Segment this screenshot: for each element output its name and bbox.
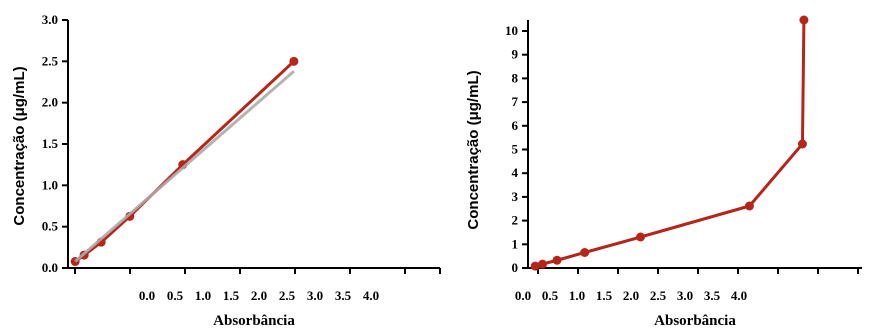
y-tick-label: 5	[512, 142, 519, 157]
data-point	[744, 201, 754, 211]
y-tick-label: 0.5	[42, 219, 59, 234]
data-point	[530, 261, 540, 271]
x-tick-label: 2.0	[623, 288, 639, 303]
x-tick-label: 0.0	[139, 288, 155, 303]
y-axis-title-right: Concentração (μg/mL)	[465, 70, 482, 229]
x-ticks-left: 0.0 0.5 1.0 1.5 2.0 2.5 3.0 3.5 4.0	[74, 268, 441, 303]
x-tick-label: 3.5	[335, 288, 352, 303]
x-tick-label: 4.0	[731, 288, 747, 303]
y-tick-label: 10	[505, 23, 518, 38]
x-tick-label: 4.0	[363, 288, 379, 303]
y-tick-label: 7	[512, 94, 519, 109]
y-tick-label: 6	[512, 118, 519, 133]
y-tick-label: 3.0	[42, 12, 58, 27]
x-tick-label: 1.0	[195, 288, 211, 303]
y-tick-label: 1.5	[42, 136, 59, 151]
y-axis-title-left: Concentração (μg/mL)	[11, 66, 28, 225]
x-tick-label: 1.5	[223, 288, 240, 303]
y-tick-label: 9	[512, 47, 519, 62]
y-tick-label: 2.0	[42, 95, 58, 110]
x-ticks-right: 0.0 0.5 1.0 1.5 2.0 2.5 3.0 3.5 4.0	[515, 268, 859, 303]
y-tick-label: 8	[512, 70, 519, 85]
y-tick-label: 2.5	[42, 53, 59, 68]
series-line	[534, 19, 806, 268]
x-tick-label: 1.0	[569, 288, 585, 303]
series-right	[530, 15, 809, 271]
data-point	[552, 255, 562, 265]
fit-line	[74, 70, 295, 263]
x-axis-title-left: Absorbância	[213, 313, 295, 329]
y-tick-label: 0	[512, 260, 519, 275]
x-tick-label: 3.0	[307, 288, 323, 303]
series-left	[70, 56, 299, 267]
x-tick-label: 2.5	[279, 288, 296, 303]
data-point	[797, 139, 807, 149]
x-tick-label: 3.5	[704, 288, 721, 303]
data-point	[636, 232, 646, 242]
data-point	[799, 15, 809, 25]
y-tick-label: 1.0	[42, 177, 58, 192]
x-axis-title-right: Absorbância	[654, 313, 736, 329]
y-tick-label: 1	[512, 236, 519, 251]
x-tick-label: 2.5	[650, 288, 667, 303]
x-tick-label: 0.5	[542, 288, 559, 303]
y-ticks-left: 0.0 0.5 1.0 1.5 2.0 2.5 3.0	[42, 12, 68, 275]
x-tick-label: 1.5	[596, 288, 613, 303]
data-point	[289, 56, 299, 66]
chart-left: Concentração (μg/mL) Absorbância 0.0 0.5 1…	[11, 12, 441, 329]
data-point	[580, 248, 590, 257]
x-tick-label: 0.0	[515, 288, 531, 303]
data-point	[538, 259, 548, 269]
x-tick-label: 2.0	[251, 288, 267, 303]
y-ticks-right: 0 1 2 3 4 5 6 7 8 9 10	[505, 23, 528, 275]
x-tick-label: 3.0	[677, 288, 693, 303]
chart-right: Concentração (μg/mL) Absorbância 0 1 2 3 4 5 6…	[465, 15, 862, 329]
y-tick-label: 2	[512, 213, 519, 228]
y-tick-label: 4	[512, 165, 519, 180]
y-tick-label: 3	[512, 189, 519, 204]
x-tick-label: 0.5	[167, 288, 184, 303]
y-tick-label: 0.0	[42, 260, 58, 275]
